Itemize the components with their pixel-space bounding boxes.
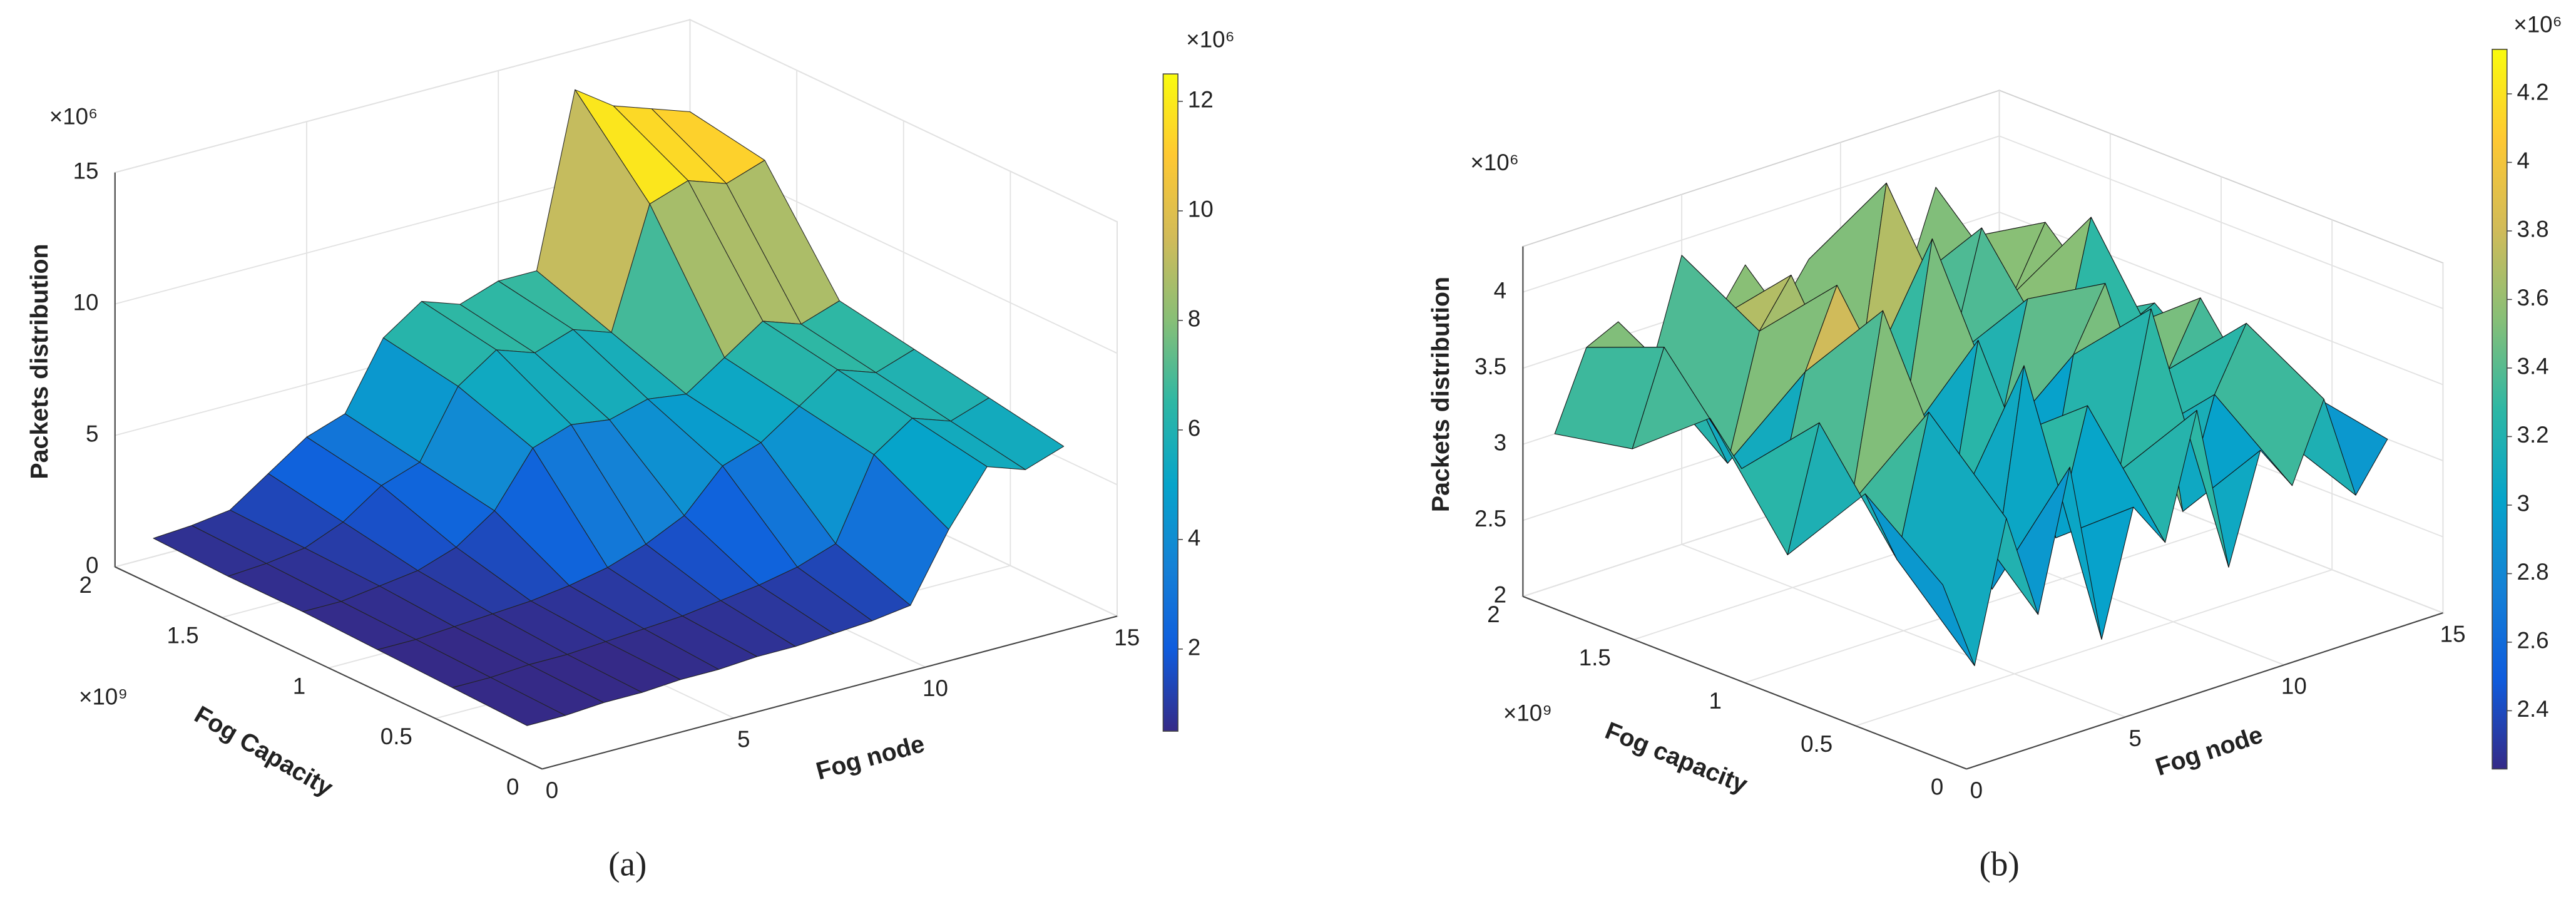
x-axis-label: Fog node	[2152, 720, 2266, 781]
panel: 0 5 10 15 0 0.5 1 1.5 22 2.5 3 3.5 4 Packets distribu…	[1427, 12, 2562, 883]
x-tick-label: 0	[546, 777, 558, 803]
z-tick-label: 5	[86, 421, 98, 446]
z-axis-label: Packets distribution	[1427, 277, 1454, 512]
colorbar-tick-label: 2	[1188, 635, 1200, 660]
colorbar-tick-label: 12	[1188, 87, 1214, 113]
x-tick-label: 0	[1970, 777, 1983, 803]
surface-patch	[452, 677, 566, 726]
x-tick-label: 15	[2440, 622, 2466, 647]
z-tick-label: 2.5	[1475, 506, 1506, 531]
z-tick-label: 10	[73, 289, 99, 315]
z-multiplier: ×10⁶	[1470, 150, 1518, 175]
y-tick-label: 0.5	[1801, 731, 1832, 757]
colorbar-tick-label: 2.4	[2517, 696, 2549, 722]
z-tick-label: 2	[1494, 582, 1506, 608]
y-tick-label: 0	[506, 774, 519, 800]
colorbar-tick-label: 6	[1188, 416, 1200, 441]
x-tick-label: 10	[2281, 674, 2307, 699]
colorbar	[2492, 48, 2508, 770]
z-multiplier: ×10⁶	[49, 104, 98, 130]
grid-line	[690, 19, 1118, 223]
caption: (b)	[1979, 845, 2019, 883]
colorbar-tick-label: 10	[1188, 197, 1214, 222]
y-tick-label: 0.5	[381, 724, 412, 749]
axis-line	[115, 566, 543, 770]
colorbar-tick-label: 3.4	[2517, 354, 2549, 379]
colorbar-tick-label: 2.6	[2517, 628, 2549, 653]
z-tick-label: 15	[73, 158, 99, 183]
z-axis-label: Packets distribution	[26, 243, 53, 479]
grid-line	[115, 19, 690, 173]
z-tick-label: 3	[1494, 429, 1506, 455]
y-tick-label: 1	[1709, 688, 1722, 714]
z-tick-label: 4	[1494, 277, 1506, 303]
colorbar-tick-label: 4	[1188, 525, 1200, 551]
colorbar-tick-label: 8	[1188, 306, 1200, 332]
z-tick-label: 3.5	[1475, 354, 1506, 379]
axis-line	[1966, 612, 2443, 770]
colorbar-tick-label: 3.2	[2517, 422, 2549, 448]
colorbar-multiplier: ×10⁶	[1186, 26, 1234, 52]
y-tick-label: 1.5	[1579, 645, 1611, 670]
caption: (a)	[608, 845, 647, 883]
surface-patch	[1864, 493, 1975, 667]
grid-line	[1523, 135, 2000, 293]
colorbar-tick-label: 3.8	[2517, 217, 2549, 242]
x-tick-label: 10	[923, 675, 948, 701]
axis-line	[1522, 595, 1967, 770]
grid-line	[1999, 135, 2443, 309]
colorbar-tick-label: 4.2	[2517, 79, 2549, 105]
y-multiplier: ×10⁹	[1503, 700, 1552, 726]
x-axis-label: Fog node	[813, 730, 927, 785]
z-tick-label: 0	[86, 552, 98, 578]
y-tick-label: 2	[79, 572, 92, 598]
y-tick-label: 1	[293, 673, 305, 699]
y-multiplier: ×10⁹	[79, 684, 128, 709]
y-axis-label: Fog capacity	[1602, 717, 1752, 799]
colorbar-tick-label: 3.6	[2517, 285, 2549, 310]
colorbar-tick-label: 4	[2517, 148, 2530, 173]
colorbar-tick-label: 3	[2517, 491, 2530, 516]
y-tick-label: 0	[1931, 774, 1943, 800]
x-tick-label: 5	[737, 727, 750, 752]
x-tick-label: 5	[2129, 725, 2141, 751]
colorbar-multiplier: ×10⁶	[2513, 12, 2562, 38]
colorbar-tick-label: 2.8	[2517, 559, 2549, 585]
colorbar	[1162, 73, 1178, 732]
x-tick-label: 15	[1114, 625, 1140, 650]
grid-line	[1855, 569, 2333, 727]
axis-line	[541, 615, 1118, 770]
y-axis-label: Fog Capacity	[190, 700, 337, 802]
y-tick-label: 2	[1487, 602, 1500, 627]
y-tick-label: 1.5	[167, 623, 199, 648]
